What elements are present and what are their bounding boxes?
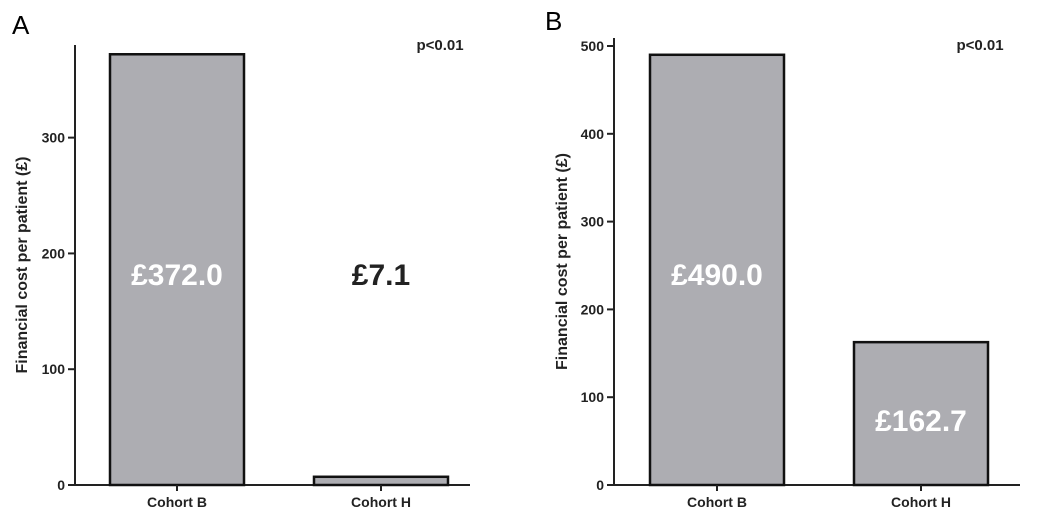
y-axis-label: Financial cost per patient (£) xyxy=(554,153,571,370)
y-tick-label: 200 xyxy=(581,301,605,317)
p-value-annotation: p<0.01 xyxy=(416,37,463,54)
p-value-annotation: p<0.01 xyxy=(956,37,1003,54)
x-category-label: Cohort B xyxy=(687,494,747,510)
panel-letter: B xyxy=(545,6,562,36)
y-tick-label: 500 xyxy=(581,38,605,54)
y-tick-label: 400 xyxy=(581,126,605,142)
x-category-label: Cohort H xyxy=(351,494,411,510)
y-tick-label: 100 xyxy=(581,389,605,405)
y-tick-label: 0 xyxy=(57,477,65,493)
y-axis-label: Financial cost per patient (£) xyxy=(14,157,31,374)
panel-b: B 0 100 200 300 400 500 Financial cost per pati… xyxy=(545,6,1020,510)
data-label: £490.0 xyxy=(671,259,763,292)
data-label: £372.0 xyxy=(131,259,223,292)
y-tick-label: 0 xyxy=(596,477,604,493)
x-category-label: Cohort H xyxy=(891,494,951,510)
y-tick-label: 300 xyxy=(581,214,605,230)
panel-a: A 0 100 200 300 Financial cost per patient (£… xyxy=(12,10,470,510)
bar-cohort-h xyxy=(312,475,450,487)
y-tick-label: 300 xyxy=(42,130,66,146)
y-tick-label: 100 xyxy=(42,361,66,377)
y-tick-label: 200 xyxy=(42,245,66,261)
panel-letter: A xyxy=(12,10,30,40)
data-label: £162.7 xyxy=(875,405,967,438)
x-category-label: Cohort B xyxy=(147,494,207,510)
data-label: £7.1 xyxy=(352,259,410,292)
bar-cohort-h xyxy=(852,340,990,487)
